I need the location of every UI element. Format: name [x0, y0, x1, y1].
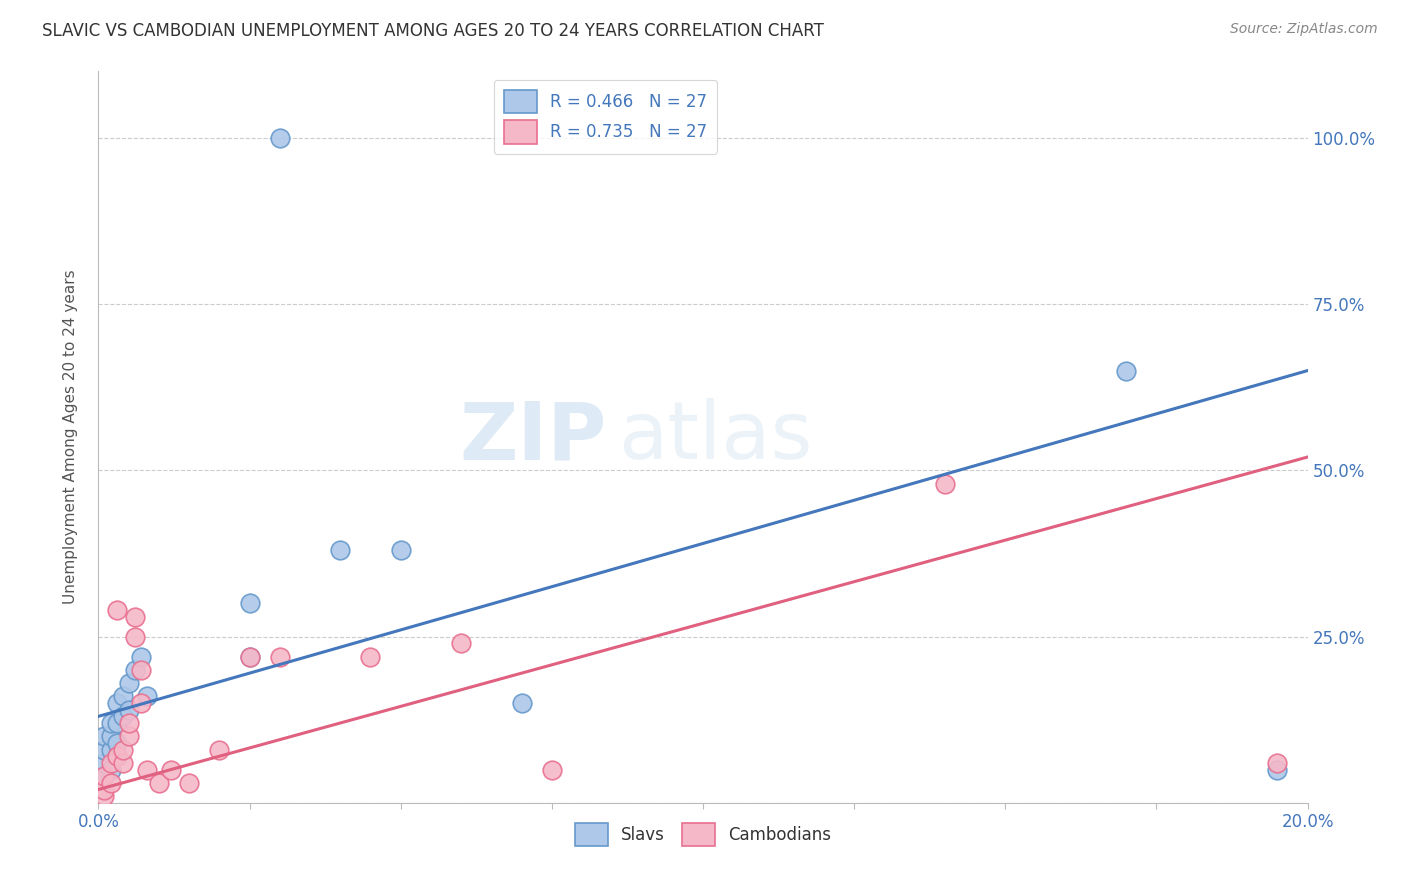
Point — [360, 649, 382, 664]
Point — [1115, 363, 1137, 377]
Point — [100, 742, 122, 756]
Point — [111, 756, 134, 770]
Point — [239, 649, 262, 664]
Point — [105, 696, 128, 710]
Point — [124, 663, 146, 677]
Text: SLAVIC VS CAMBODIAN UNEMPLOYMENT AMONG AGES 20 TO 24 YEARS CORRELATION CHART: SLAVIC VS CAMBODIAN UNEMPLOYMENT AMONG A… — [42, 22, 824, 40]
Point — [129, 696, 152, 710]
Point — [105, 603, 128, 617]
Point — [105, 736, 128, 750]
Point — [93, 756, 115, 770]
Point — [179, 776, 201, 790]
Point — [450, 636, 472, 650]
Point — [510, 696, 533, 710]
Point — [111, 709, 134, 723]
Point — [111, 690, 134, 704]
Point — [93, 789, 115, 804]
Point — [129, 663, 152, 677]
Point — [160, 763, 183, 777]
Y-axis label: Unemployment Among Ages 20 to 24 years: Unemployment Among Ages 20 to 24 years — [63, 269, 77, 605]
Point — [100, 716, 122, 731]
Point — [93, 729, 115, 743]
Legend: Slavs, Cambodians: Slavs, Cambodians — [568, 816, 838, 853]
Point — [129, 649, 152, 664]
Text: atlas: atlas — [619, 398, 813, 476]
Point — [540, 763, 562, 777]
Point — [269, 649, 291, 664]
Point — [124, 609, 146, 624]
Point — [124, 630, 146, 644]
Point — [389, 543, 412, 558]
Point — [934, 476, 956, 491]
Point — [118, 676, 141, 690]
Point — [329, 543, 352, 558]
Point — [118, 729, 141, 743]
Point — [135, 690, 157, 704]
Point — [105, 716, 128, 731]
Point — [1267, 756, 1289, 770]
Point — [1267, 763, 1289, 777]
Point — [105, 749, 128, 764]
Point — [118, 703, 141, 717]
Point — [148, 776, 170, 790]
Point — [208, 742, 231, 756]
Point — [93, 769, 115, 783]
Point — [93, 769, 115, 783]
Point — [239, 649, 262, 664]
Point — [93, 742, 115, 756]
Text: ZIP: ZIP — [458, 398, 606, 476]
Text: Source: ZipAtlas.com: Source: ZipAtlas.com — [1230, 22, 1378, 37]
Point — [105, 749, 128, 764]
Point — [111, 742, 134, 756]
Point — [100, 776, 122, 790]
Point — [100, 729, 122, 743]
Point — [239, 596, 262, 610]
Point — [118, 716, 141, 731]
Point — [100, 763, 122, 777]
Point — [93, 782, 115, 797]
Point — [135, 763, 157, 777]
Point — [100, 756, 122, 770]
Point — [269, 131, 291, 145]
